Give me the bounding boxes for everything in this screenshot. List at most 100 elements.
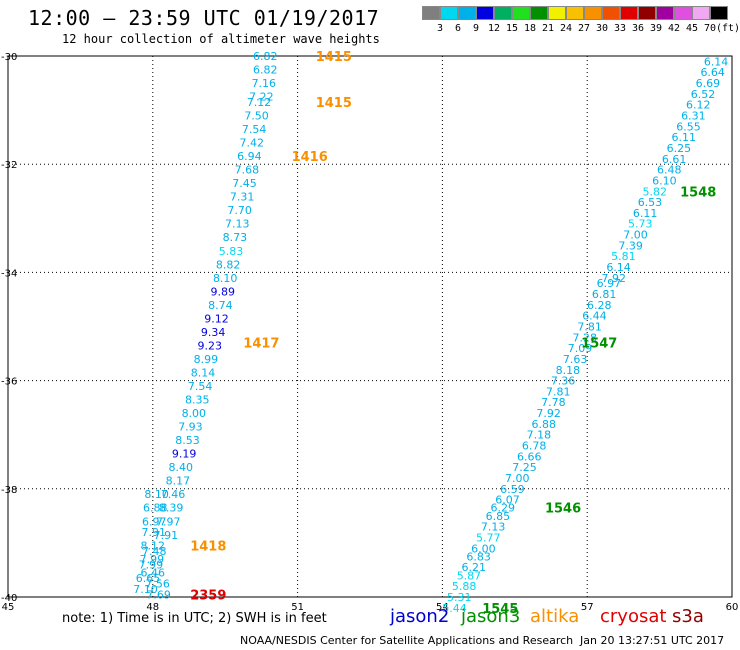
color-scale-label: 9: [472, 23, 480, 34]
swh-data-point: 9.19: [172, 448, 197, 461]
swh-data-point: 7.10: [133, 583, 158, 596]
swh-data-point: 7.31: [230, 191, 255, 204]
color-scale-label: 12: [487, 23, 501, 34]
swh-data-point: 5.31: [447, 591, 472, 604]
color-scale-swatch: [440, 6, 458, 20]
pass-time-label: 1417: [243, 337, 279, 352]
swh-data-point: 6.25: [667, 142, 692, 155]
color-scale-label: 3: [436, 23, 444, 34]
swh-data-point: 7.93: [178, 421, 203, 434]
swh-data-point: 6.82: [253, 50, 278, 63]
color-scale-swatch: [620, 6, 638, 20]
color-scale-label: 70: [703, 23, 717, 34]
swh-data-point: 8.12: [141, 540, 166, 553]
swh-data-point: 7.78: [541, 396, 566, 409]
swh-data-point: 7.54: [242, 123, 267, 136]
swh-data-point: 9.34: [201, 326, 226, 339]
swh-data-point: 6.00: [471, 542, 496, 555]
swh-data-point: 8.53: [175, 434, 200, 447]
swh-data-point: 7.81: [546, 385, 571, 398]
swh-data-point: 6.97: [597, 277, 622, 290]
swh-data-point: 5.83: [219, 245, 244, 258]
swh-data-point: 8.10: [213, 272, 238, 285]
swh-data-point: 7.69: [146, 588, 171, 601]
y-tick-label: -30: [1, 52, 17, 63]
color-scale-label: 36: [631, 23, 645, 34]
y-tick-label: -36: [1, 377, 17, 388]
swh-data-point: 6.48: [657, 164, 682, 177]
swh-data-point: 7.12: [247, 96, 272, 109]
plot-frame: [7, 55, 733, 598]
swh-data-point: 8.00: [182, 407, 207, 420]
swh-data-point: 7.63: [563, 353, 588, 366]
swh-data-point: 7.92: [536, 407, 561, 420]
swh-data-point: 7.91: [154, 529, 179, 542]
color-scale-label: 27: [577, 23, 591, 34]
color-scale-swatch: [674, 6, 692, 20]
credit-text: NOAA/NESDIS Center for Satellite Applica…: [240, 634, 574, 647]
satellite-label-altika: altika: [530, 606, 580, 627]
swh-data-point: 5.77: [476, 531, 501, 544]
color-scale-swatch: [530, 6, 548, 20]
swh-data-point: 8.10: [144, 488, 169, 501]
color-scale-swatch: [548, 6, 566, 20]
color-scale-swatch: [458, 6, 476, 20]
x-tick-label: 57: [581, 602, 594, 613]
swh-data-point: 7.50: [244, 110, 269, 123]
swh-data-point: 7.91: [142, 526, 167, 539]
swh-data-point: 6.61: [662, 153, 687, 166]
pass-time-label: 1418: [190, 540, 226, 555]
swh-data-point: 6.11: [633, 207, 658, 220]
swh-data-point: 6.66: [517, 450, 542, 463]
swh-data-point: 7.99: [140, 553, 165, 566]
chart-subtitle: 12 hour collection of altimeter wave hei…: [62, 32, 380, 46]
swh-data-point: 8.14: [191, 366, 216, 379]
color-scale-swatch: [710, 6, 728, 20]
color-scale-label: 30: [595, 23, 609, 34]
swh-data-point: 6.14: [704, 55, 729, 68]
x-tick-label: 54: [436, 602, 449, 613]
swh-data-point: 6.83: [466, 550, 491, 563]
swh-data-point: 8.39: [159, 502, 184, 515]
swh-data-point: 8.99: [194, 353, 219, 366]
satellite-label-cryosat: cryosat: [600, 606, 667, 627]
swh-data-point: 6.11: [671, 131, 696, 144]
swh-data-point: 6.29: [490, 502, 515, 515]
swh-data-point: 7.46: [161, 488, 186, 501]
pass-time-label: 1547: [581, 337, 617, 352]
swh-data-point: 6.07: [495, 494, 520, 507]
swh-data-point: 7.00: [505, 472, 530, 485]
swh-data-point: 6.14: [606, 261, 631, 274]
swh-data-point: 8.35: [185, 394, 210, 407]
swh-data-point: 7.48: [142, 545, 167, 558]
swh-data-point: 8.73: [223, 231, 248, 244]
color-scale-swatch: [422, 6, 440, 20]
swh-data-point: 7.81: [577, 321, 602, 334]
satellite-label-jason2: jason2: [390, 606, 450, 627]
satellite-label-s3a: s3a: [672, 606, 704, 627]
swh-data-point: 7.99: [139, 559, 164, 572]
swh-data-point: 6.88: [143, 502, 168, 515]
swh-data-point: 6.55: [676, 120, 701, 133]
color-scale-label: 45: [685, 23, 699, 34]
swh-data-point: 6.82: [253, 64, 278, 77]
swh-data-point: 8.82: [216, 258, 241, 271]
color-scale-label: 39: [649, 23, 663, 34]
footer-note: note: 1) Time is in UTC; 2) SWH is in fe…: [62, 611, 327, 626]
color-scale-label: (ft): [716, 23, 740, 34]
swh-data-point: 6.81: [592, 288, 617, 301]
color-scale-label: 33: [613, 23, 627, 34]
pass-time-label: 1545: [482, 602, 518, 617]
x-tick-label: 48: [146, 602, 159, 613]
swh-data-point: 5.87: [457, 569, 482, 582]
swh-data-point: 7.28: [573, 331, 598, 344]
swh-data-point: 5.81: [611, 250, 636, 263]
color-scale-swatch: [476, 6, 494, 20]
color-scale-swatch: [512, 6, 530, 20]
color-scale-swatch: [692, 6, 710, 20]
color-scale-label: 15: [505, 23, 519, 34]
color-scale-swatch: [638, 6, 656, 20]
color-scale-label: 24: [559, 23, 573, 34]
swh-data-point: 8.74: [208, 299, 233, 312]
